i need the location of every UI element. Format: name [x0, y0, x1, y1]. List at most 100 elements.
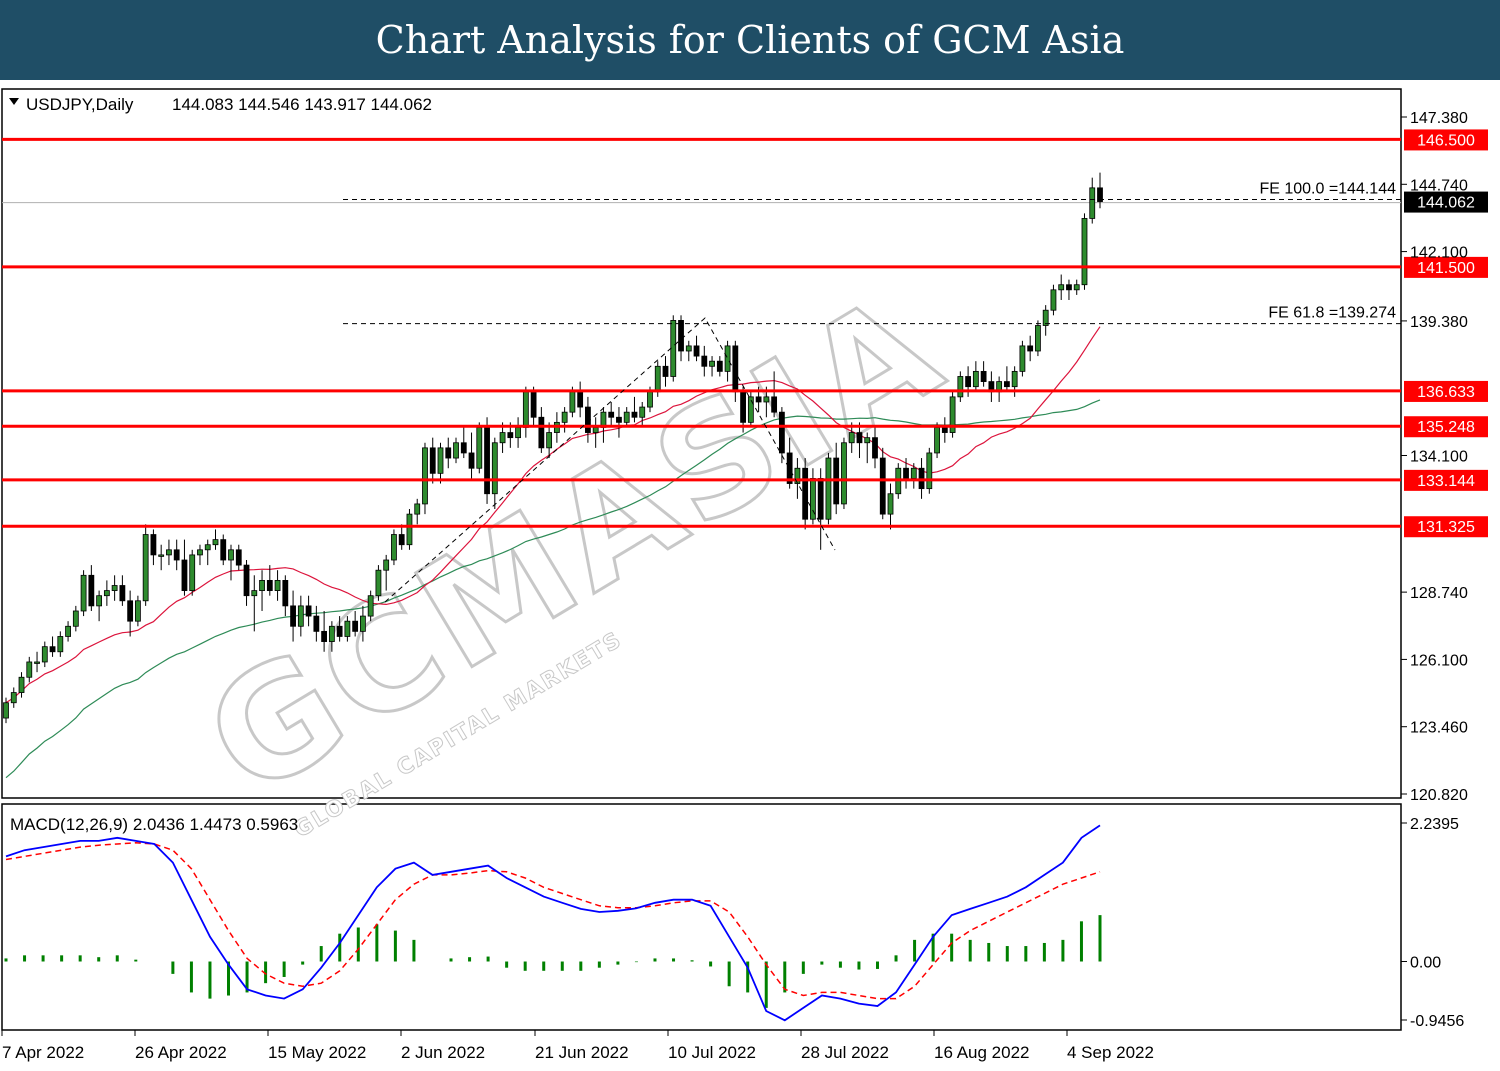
price-level-label: 131.325	[1417, 519, 1475, 536]
candle-body	[872, 437, 878, 459]
candle	[235, 544, 242, 571]
candle-body	[491, 442, 498, 495]
candle-body	[530, 391, 537, 418]
candle	[716, 356, 723, 377]
candle	[864, 432, 871, 464]
candle-body	[313, 615, 320, 632]
candle-body	[957, 376, 964, 398]
candle-body	[476, 427, 483, 469]
candle	[88, 565, 95, 611]
candle	[166, 539, 172, 566]
candle	[639, 401, 646, 428]
candle	[926, 447, 933, 494]
price-panel-frame	[1, 88, 1402, 799]
candle-body	[841, 442, 847, 505]
candle	[693, 335, 700, 362]
candle	[259, 570, 265, 611]
date-axis-label: 16 Aug 2022	[934, 1043, 1029, 1062]
candle-body	[34, 661, 40, 664]
candle-body	[934, 427, 940, 454]
macd-panel-frame	[1, 803, 1402, 1031]
candle	[367, 590, 374, 622]
candle	[197, 544, 203, 566]
candle-body	[623, 411, 630, 423]
candle-body	[499, 432, 506, 444]
date-axis-label: 2 Jun 2022	[401, 1043, 485, 1062]
candle	[631, 396, 638, 423]
candle	[879, 447, 886, 520]
candle	[321, 610, 328, 652]
candle-body	[111, 585, 118, 591]
candle-body	[1073, 284, 1080, 291]
candle	[1019, 340, 1026, 377]
candle-body	[181, 559, 188, 591]
candle-body	[755, 396, 762, 403]
candle	[72, 605, 79, 632]
candle-body	[1097, 187, 1103, 202]
candle-body	[1058, 284, 1065, 291]
candle	[266, 565, 273, 596]
candle	[391, 529, 397, 566]
candle-body	[453, 442, 459, 459]
candle-body	[103, 590, 110, 597]
candle-body	[856, 432, 863, 444]
candle-body	[864, 437, 871, 444]
current-price-badge	[1404, 191, 1488, 213]
price-level-badge	[1404, 469, 1488, 491]
candle	[41, 641, 48, 668]
candle	[802, 458, 809, 530]
candle-body	[259, 579, 265, 591]
candle-body	[383, 559, 390, 571]
price-level-badge	[1404, 256, 1488, 278]
candle	[887, 483, 894, 530]
candle-body	[1035, 325, 1041, 352]
candle	[491, 437, 498, 510]
candle-body	[422, 447, 428, 505]
candle	[181, 539, 188, 596]
dropdown-triangle-icon[interactable]	[9, 98, 19, 105]
candle	[453, 437, 459, 464]
macd-signal-line	[5, 842, 1101, 1000]
candle-body	[336, 625, 343, 637]
candle-body	[910, 467, 917, 479]
candle	[383, 554, 390, 591]
candle-body	[724, 345, 731, 372]
candle-body	[243, 564, 250, 597]
macd-axis-label: 2.2395	[1410, 816, 1459, 833]
ma-fast-line	[5, 326, 1101, 704]
candle-body	[282, 579, 289, 607]
candle	[747, 391, 754, 428]
candle-body	[344, 620, 351, 637]
candle-body	[166, 549, 172, 556]
candle-body	[965, 376, 971, 388]
candle	[10, 687, 17, 708]
candle-body	[119, 585, 126, 602]
price-axis-label: 134.100	[1410, 449, 1468, 466]
candle	[1027, 335, 1034, 362]
support-resistance-lines	[2, 137, 1401, 528]
candle	[957, 371, 964, 402]
candle-body	[592, 427, 599, 433]
candle-body	[709, 360, 715, 367]
candle-body	[220, 539, 227, 561]
candle	[1050, 284, 1057, 316]
price-level-label: 135.248	[1417, 419, 1475, 436]
candle-body	[468, 452, 475, 469]
candle-body	[740, 391, 746, 423]
candle-body	[360, 615, 366, 632]
candle-body	[507, 432, 514, 439]
candle	[282, 575, 289, 617]
price-axis-label: 128.740	[1410, 585, 1468, 602]
candle	[274, 570, 281, 601]
candle	[360, 605, 366, 642]
price-level-label: 136.633	[1417, 384, 1475, 401]
candle	[344, 616, 351, 642]
candle-body	[88, 574, 95, 607]
candle	[1097, 172, 1103, 209]
candle-body	[522, 391, 529, 428]
candle-body	[173, 549, 180, 561]
candle-body	[771, 396, 778, 413]
candle-body	[879, 457, 886, 515]
candle-body	[10, 692, 17, 704]
candle-body	[639, 406, 646, 418]
